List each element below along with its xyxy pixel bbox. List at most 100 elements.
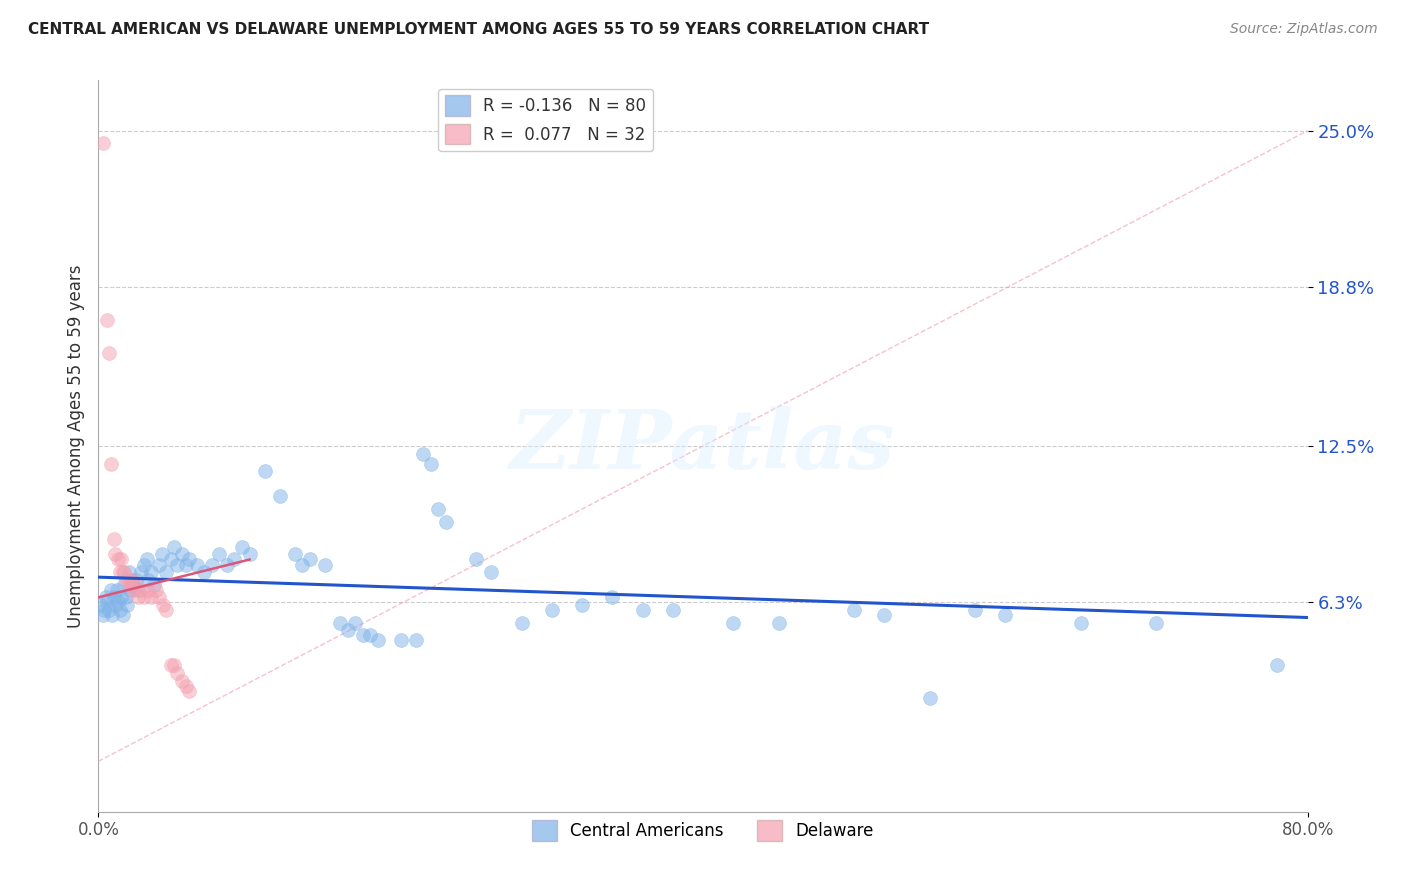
Point bbox=[150, 548, 173, 562]
Point bbox=[269, 490, 291, 504]
Point bbox=[160, 658, 183, 673]
Point bbox=[427, 502, 450, 516]
Point bbox=[136, 582, 159, 597]
Point bbox=[152, 598, 174, 612]
Point bbox=[127, 582, 149, 597]
Point bbox=[510, 615, 533, 630]
Point bbox=[1144, 615, 1167, 630]
Point bbox=[170, 673, 193, 688]
Point bbox=[481, 565, 503, 579]
Point bbox=[135, 552, 157, 566]
Point bbox=[208, 548, 231, 562]
Point bbox=[111, 607, 134, 622]
Point bbox=[186, 558, 208, 572]
Point bbox=[107, 552, 129, 566]
Point bbox=[94, 591, 117, 605]
Point bbox=[110, 552, 132, 566]
Point bbox=[166, 665, 188, 680]
Point bbox=[91, 136, 114, 151]
Point bbox=[166, 558, 188, 572]
Point bbox=[105, 582, 128, 597]
Point bbox=[174, 558, 197, 572]
Point bbox=[239, 548, 262, 562]
Point bbox=[143, 578, 166, 592]
Point bbox=[125, 573, 148, 587]
Point bbox=[132, 591, 155, 605]
Point bbox=[129, 582, 152, 597]
Point bbox=[412, 446, 434, 460]
Point bbox=[1267, 658, 1289, 673]
Point bbox=[163, 658, 186, 673]
Point bbox=[104, 548, 127, 562]
Point bbox=[122, 578, 145, 592]
Point bbox=[114, 573, 136, 587]
Point bbox=[118, 573, 141, 587]
Point bbox=[107, 595, 129, 609]
Point bbox=[115, 598, 138, 612]
Point bbox=[127, 591, 149, 605]
Point bbox=[103, 533, 125, 547]
Point bbox=[994, 607, 1017, 622]
Point bbox=[90, 598, 112, 612]
Point bbox=[91, 607, 114, 622]
Point bbox=[873, 607, 896, 622]
Point bbox=[336, 623, 359, 637]
Point bbox=[193, 565, 215, 579]
Point bbox=[602, 591, 624, 605]
Point bbox=[141, 591, 163, 605]
Point bbox=[96, 313, 118, 327]
Point bbox=[291, 558, 314, 572]
Point bbox=[114, 591, 136, 605]
Legend: Central Americans, Delaware: Central Americans, Delaware bbox=[526, 814, 880, 847]
Point bbox=[136, 573, 159, 587]
Point bbox=[125, 578, 148, 592]
Point bbox=[108, 565, 131, 579]
Point bbox=[174, 679, 197, 693]
Point bbox=[103, 591, 125, 605]
Point bbox=[215, 558, 238, 572]
Point bbox=[145, 582, 167, 597]
Text: ZIPatlas: ZIPatlas bbox=[510, 406, 896, 486]
Point bbox=[360, 628, 382, 642]
Point bbox=[118, 565, 141, 579]
Point bbox=[110, 591, 132, 605]
Point bbox=[120, 582, 142, 597]
Point bbox=[329, 615, 352, 630]
Point bbox=[129, 565, 152, 579]
Point bbox=[344, 615, 367, 630]
Point bbox=[201, 558, 224, 572]
Point bbox=[132, 558, 155, 572]
Point bbox=[120, 578, 142, 592]
Point bbox=[93, 603, 115, 617]
Point bbox=[631, 603, 654, 617]
Point bbox=[112, 565, 135, 579]
Point bbox=[111, 565, 134, 579]
Point bbox=[844, 603, 866, 617]
Point bbox=[155, 603, 177, 617]
Text: Source: ZipAtlas.com: Source: ZipAtlas.com bbox=[1230, 22, 1378, 37]
Point bbox=[299, 552, 322, 566]
Point bbox=[420, 457, 443, 471]
Point bbox=[768, 615, 790, 630]
Point bbox=[148, 558, 170, 572]
Point bbox=[253, 464, 276, 478]
Point bbox=[231, 540, 253, 554]
Point bbox=[179, 552, 201, 566]
Point bbox=[179, 683, 201, 698]
Point bbox=[1070, 615, 1092, 630]
Point bbox=[224, 552, 246, 566]
Point bbox=[465, 552, 488, 566]
Point bbox=[314, 558, 336, 572]
Point bbox=[141, 565, 163, 579]
Point bbox=[571, 598, 593, 612]
Point bbox=[170, 548, 193, 562]
Point bbox=[96, 595, 118, 609]
Point bbox=[155, 565, 177, 579]
Point bbox=[163, 540, 186, 554]
Point bbox=[112, 578, 135, 592]
Point bbox=[98, 345, 121, 359]
Point bbox=[723, 615, 745, 630]
Point bbox=[160, 552, 183, 566]
Point bbox=[122, 582, 145, 597]
Y-axis label: Unemployment Among Ages 55 to 59 years: Unemployment Among Ages 55 to 59 years bbox=[66, 264, 84, 628]
